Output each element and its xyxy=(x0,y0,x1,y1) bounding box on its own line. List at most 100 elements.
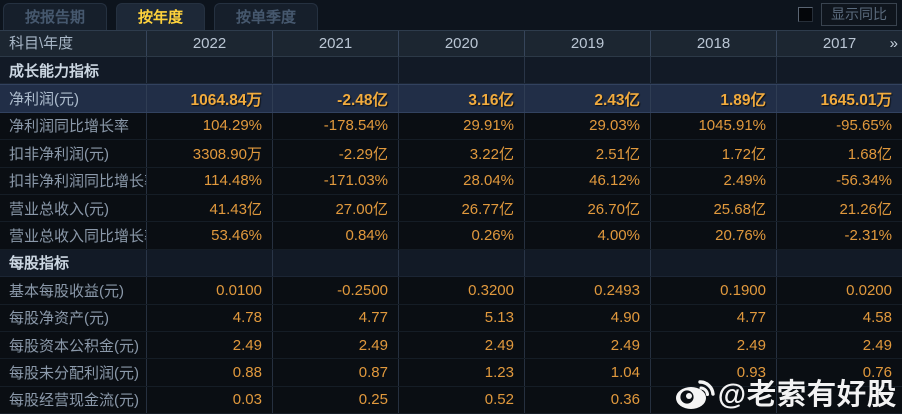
row-label: 每股未分配利润(元) xyxy=(9,364,139,382)
value-cell: 0.0100 xyxy=(146,277,272,304)
value-cell: 1064.84万 xyxy=(146,85,272,112)
tab-by-report-period[interactable]: 按报告期 xyxy=(3,3,108,30)
value-cell xyxy=(776,249,902,277)
value-cell: -56.34% xyxy=(776,167,902,194)
value-cell xyxy=(650,57,776,84)
value-cell: 3.16亿 xyxy=(398,85,524,112)
value-cell: -95.65% xyxy=(776,112,902,140)
value-cell: 2.51亿 xyxy=(524,140,650,167)
value-cell: 25.68亿 xyxy=(650,194,776,222)
value-cell: 3308.90万 xyxy=(146,140,272,167)
value-cell: 5.13 xyxy=(398,304,524,331)
value-cell: 0.25 xyxy=(272,386,398,414)
value-cell: 28.04% xyxy=(398,167,524,194)
value-cell: 0.1900 xyxy=(650,277,776,304)
value-cell: 0.2493 xyxy=(524,277,650,304)
show-yoy-toggle[interactable]: 显示同比 xyxy=(821,3,897,26)
value-cell: 2.49% xyxy=(650,167,776,194)
row-label: 扣非净利润同比增长率 xyxy=(9,173,146,191)
value-cell: 1.68亿 xyxy=(776,140,902,167)
value-cell: 2.49 xyxy=(650,331,776,359)
value-cell: 2.49 xyxy=(272,331,398,359)
value-cell: 4.90 xyxy=(524,304,650,331)
value-cell xyxy=(146,249,272,277)
table-row[interactable]: 每股资本公积金(元) 2.49 2.49 2.49 2.49 2.49 2.49 xyxy=(0,331,902,360)
value-cell: -171.03% xyxy=(272,167,398,194)
year-header-2019: 2019 xyxy=(524,31,650,56)
year-header-2021: 2021 xyxy=(272,31,398,56)
table-header-row: 科目\年度 2022 2021 2020 2019 2018 2017 » xyxy=(0,30,902,57)
value-cell: 27.00亿 xyxy=(272,194,398,222)
year-header-label: 2017 xyxy=(822,35,857,52)
value-cell xyxy=(272,57,398,84)
value-cell: 0.52 xyxy=(398,386,524,414)
corner-header: 科目\年度 xyxy=(9,35,74,52)
value-cell: 26.77亿 xyxy=(398,194,524,222)
tab-by-year[interactable]: 按年度 xyxy=(116,3,206,30)
value-cell: 0.3200 xyxy=(398,277,524,304)
section-row: 每股指标 xyxy=(0,249,902,278)
value-cell: 2.49 xyxy=(776,331,902,359)
value-cell xyxy=(776,386,902,414)
value-cell: -2.29亿 xyxy=(272,140,398,167)
row-label: 基本每股收益(元) xyxy=(9,282,124,300)
more-years-chevron-icon[interactable]: » xyxy=(889,35,898,52)
value-cell: 3.22亿 xyxy=(398,140,524,167)
row-label: 净利润(元) xyxy=(9,91,79,109)
value-cell: 1.04 xyxy=(524,359,650,386)
row-label: 营业总收入同比增长率 xyxy=(9,228,146,246)
table-row[interactable]: 基本每股收益(元) 0.0100 -0.2500 0.3200 0.2493 0.1900… xyxy=(0,277,902,305)
row-label: 每股经营现金流(元) xyxy=(9,392,139,410)
value-cell: 29.03% xyxy=(524,112,650,140)
value-cell xyxy=(398,57,524,84)
table-row[interactable]: 营业总收入同比增长率 53.46% 0.84% 0.26% 4.00% 20.76% -2.… xyxy=(0,222,902,250)
value-cell: 0.93 xyxy=(650,359,776,386)
value-cell: 2.49 xyxy=(398,331,524,359)
row-label: 每股资本公积金(元) xyxy=(9,337,139,355)
value-cell: 4.58 xyxy=(776,304,902,331)
value-cell: -2.31% xyxy=(776,222,902,249)
value-cell: 2.43亿 xyxy=(524,85,650,112)
tab-bar: 按报告期 按年度 按单季度 显示同比 xyxy=(0,0,902,30)
year-header-2020: 2020 xyxy=(398,31,524,56)
row-label: 净利润同比增长率 xyxy=(9,118,130,136)
value-cell xyxy=(524,249,650,277)
row-label: 营业总收入(元) xyxy=(9,200,109,218)
row-label: 扣非净利润(元) xyxy=(9,145,109,163)
table-row[interactable]: 每股经营现金流(元) 0.03 0.25 0.52 0.36 xyxy=(0,386,902,414)
value-cell xyxy=(398,249,524,277)
row-label: 成长能力指标 xyxy=(9,62,100,80)
row-label: 每股净资产(元) xyxy=(9,310,109,328)
value-cell xyxy=(650,249,776,277)
value-cell: 21.26亿 xyxy=(776,194,902,222)
value-cell: 0.0200 xyxy=(776,277,902,304)
show-yoy-checkbox[interactable] xyxy=(798,7,813,22)
value-cell: 46.12% xyxy=(524,167,650,194)
table-row[interactable]: 净利润同比增长率 104.29% -178.54% 29.91% 29.03% 1045.… xyxy=(0,112,902,141)
table-row[interactable]: 扣非净利润同比增长率 114.48% -171.03% 28.04% 46.12% 2.4… xyxy=(0,167,902,195)
value-cell xyxy=(524,57,650,84)
value-cell: 0.87 xyxy=(272,359,398,386)
value-cell: 114.48% xyxy=(146,167,272,194)
value-cell: 4.77 xyxy=(650,304,776,331)
value-cell: 1.72亿 xyxy=(650,140,776,167)
value-cell: 53.46% xyxy=(146,222,272,249)
value-cell: 1.23 xyxy=(398,359,524,386)
value-cell: 2.49 xyxy=(146,331,272,359)
table-row[interactable]: 每股未分配利润(元) 0.88 0.87 1.23 1.04 0.93 0.76 xyxy=(0,359,902,387)
value-cell: 4.77 xyxy=(272,304,398,331)
value-cell: 26.70亿 xyxy=(524,194,650,222)
table-row[interactable]: 扣非净利润(元) 3308.90万 -2.29亿 3.22亿 2.51亿 1.72亿 1.6… xyxy=(0,140,902,168)
table-row[interactable]: 营业总收入(元) 41.43亿 27.00亿 26.77亿 26.70亿 25.68亿 21… xyxy=(0,194,902,223)
table-row[interactable]: 净利润(元) 1064.84万 -2.48亿 3.16亿 2.43亿 1.89亿 1645.… xyxy=(0,84,902,113)
tab-by-quarter[interactable]: 按单季度 xyxy=(214,3,319,30)
yoy-controls: 显示同比 xyxy=(798,3,897,26)
year-header-2022: 2022 xyxy=(146,31,272,56)
value-cell: 29.91% xyxy=(398,112,524,140)
year-header-2018: 2018 xyxy=(650,31,776,56)
table-row[interactable]: 每股净资产(元) 4.78 4.77 5.13 4.90 4.77 4.58 xyxy=(0,304,902,332)
value-cell: 0.88 xyxy=(146,359,272,386)
value-cell: -178.54% xyxy=(272,112,398,140)
value-cell: 0.76 xyxy=(776,359,902,386)
